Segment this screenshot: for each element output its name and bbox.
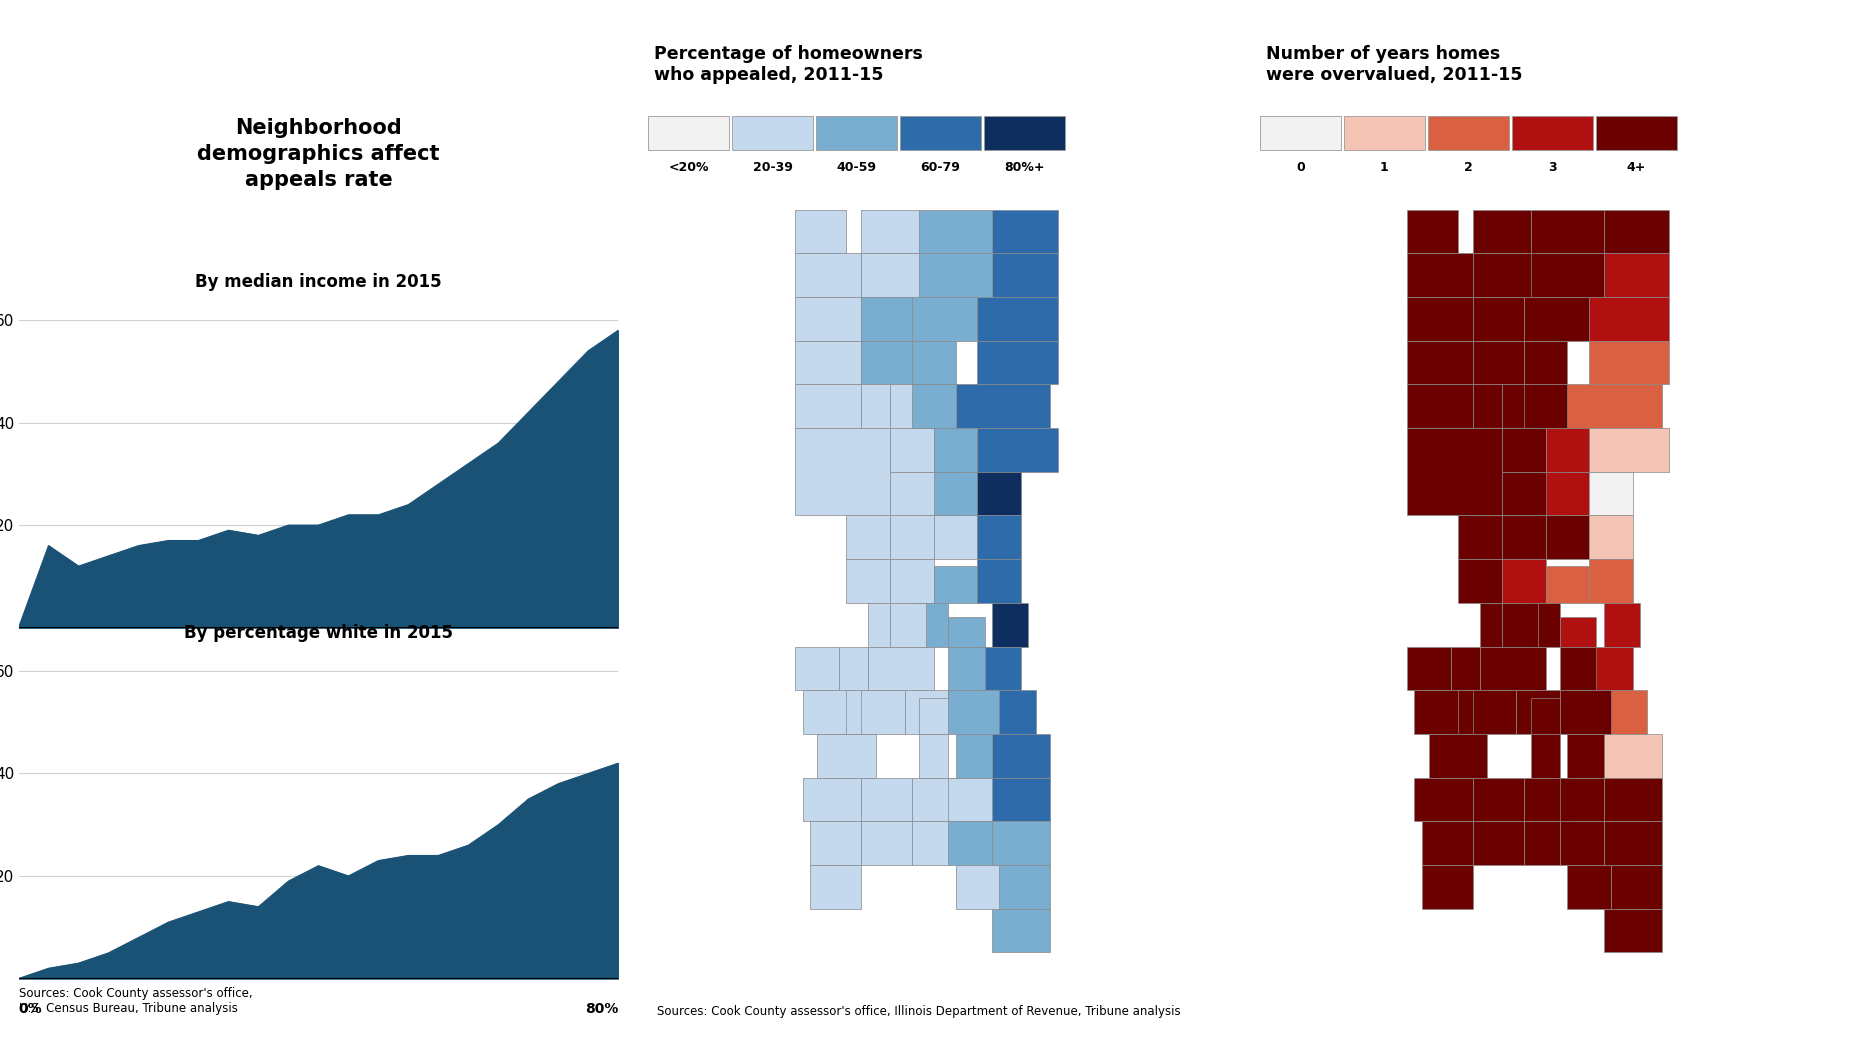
Text: 80%+: 80%+ [1005,161,1044,174]
Bar [733,117,813,150]
Text: $90,000: $90,000 [555,651,618,665]
Text: Percentage of homeowners
who appealed, 2011-15: Percentage of homeowners who appealed, 2… [653,46,924,84]
Text: 0%: 0% [19,1001,43,1016]
Text: 60-79: 60-79 [920,161,961,174]
Text: $20,000: $20,000 [19,651,81,665]
Bar [1427,117,1509,150]
Bar [900,117,981,150]
Bar [648,117,729,150]
Bar [1512,117,1594,150]
Text: 80%: 80% [585,1001,618,1016]
Bar [1596,117,1677,150]
Bar [1261,117,1340,150]
Title: By median income in 2015: By median income in 2015 [194,274,442,291]
Text: 40-59: 40-59 [837,161,877,174]
Text: 0: 0 [1296,161,1305,174]
Text: Sources: Cook County assessor's office,
U.S. Census Bureau, Tribune analysis: Sources: Cook County assessor's office, … [19,987,252,1015]
Text: Sources: Cook County assessor's office, Illinois Department of Revenue, Tribune : Sources: Cook County assessor's office, … [657,1006,1181,1018]
Title: By percentage white in 2015: By percentage white in 2015 [183,625,453,642]
Text: 20-39: 20-39 [753,161,792,174]
Bar [816,117,898,150]
Text: Neighborhood
demographics affect
appeals rate: Neighborhood demographics affect appeals… [198,118,441,191]
Text: 1: 1 [1381,161,1388,174]
Text: Number of years homes
were overvalued, 2011-15: Number of years homes were overvalued, 2… [1266,46,1523,84]
Bar [1344,117,1425,150]
Bar [985,117,1064,150]
Text: 4+: 4+ [1627,161,1646,174]
Text: 2: 2 [1464,161,1473,174]
Text: 3: 3 [1547,161,1557,174]
Text: <20%: <20% [668,161,709,174]
